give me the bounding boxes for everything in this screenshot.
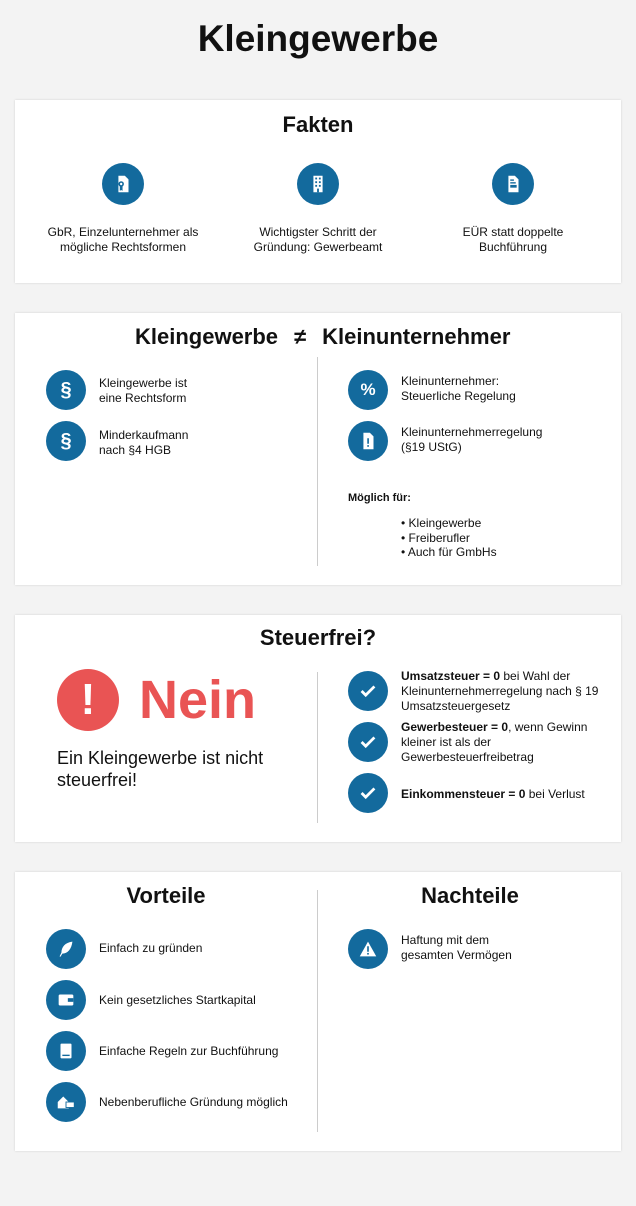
page-title: Kleingewerbe (197, 18, 439, 59)
fakt-text: EÜR statt doppelte Buchführung (462, 225, 564, 254)
divider (317, 890, 318, 1132)
item-text: Kleinunternehmerregelung (§19 UStG) (401, 425, 543, 454)
check-icon (348, 722, 388, 762)
document-alert-icon (348, 421, 388, 461)
answer: Nein (139, 670, 257, 730)
statement: Ein Kleingewerbe ist nicht steuerfrei! (57, 748, 264, 790)
vorteil-text: Kein gesetzliches Startkapital (99, 993, 256, 1007)
divider (317, 357, 318, 566)
list-item: • Auch für GmbHs (401, 545, 497, 559)
vergleich-heading: Kleingewerbe ≠ Kleinunternehmer (135, 324, 511, 349)
item-text: Kleingewerbe ist eine Rechtsform (99, 376, 188, 405)
warning-icon (348, 929, 388, 969)
moeglich-label: Möglich für: (348, 492, 411, 504)
fakten-card: Fakten GbR, Einzelunternehmer als möglich… (15, 100, 621, 283)
divider (317, 672, 318, 823)
tax-item: Gewerbesteuer = 0, wenn Gewinn kleiner i… (401, 720, 588, 764)
vorteil-text: Nebenberufliche Gründung möglich (99, 1095, 288, 1109)
feather-icon (46, 929, 86, 969)
building-icon (297, 163, 339, 205)
book-icon (46, 1031, 86, 1071)
vorteile-heading: Vorteile (126, 883, 206, 908)
percent-icon: % (348, 370, 388, 410)
wallet-icon (46, 980, 86, 1020)
nachteil-text: Haftung mit dem gesamten Vermögen (401, 933, 512, 962)
tax-item: Umsatzsteuer = 0 bei Wahl der Kleinunter… (401, 669, 599, 713)
paragraph-icon: § (46, 421, 86, 461)
fakt-text: GbR, Einzelunternehmer als mögliche Recht… (47, 225, 199, 254)
certificate-document-icon (102, 163, 144, 205)
list-item: • Kleingewerbe (401, 516, 482, 530)
home-office-icon (46, 1082, 86, 1122)
tax-item: Einkommensteuer = 0 bei Verlust (401, 787, 585, 801)
check-icon (348, 773, 388, 813)
check-icon (348, 671, 388, 711)
vorteil-text: Einfache Regeln zur Buchführung (99, 1044, 279, 1058)
steuerfrei-heading: Steuerfrei? (259, 625, 377, 650)
item-text: Minderkaufmann nach §4 HGB (99, 428, 189, 457)
vergleich-card: Kleingewerbe ≠ Kleinunternehmer § Kleingew… (15, 313, 621, 585)
item-text: Kleinunternehmer: Steuerliche Regelung (401, 374, 516, 403)
steuerfrei-card: Steuerfrei? ! Nein Ein Kleingewerbe ist … (15, 615, 621, 842)
exclamation-icon: ! (57, 669, 119, 731)
moeglich-list: • Kleingewerbe • Freiberufler • Auch für… (401, 516, 497, 560)
paragraph-icon: § (46, 370, 86, 410)
form-document-icon (492, 163, 534, 205)
vorteil-text: Einfach zu gründen (99, 941, 203, 955)
nachteile-heading: Nachteile (421, 883, 519, 908)
fakt-text: Wichtigster Schritt der Gründung: Gewerbe… (253, 225, 383, 254)
fakten-heading: Fakten (282, 112, 354, 137)
vorteile-nachteile-card: Vorteile Nachteile Einfach zu gründen Ke… (15, 872, 621, 1151)
list-item: • Freiberufler (401, 530, 470, 545)
